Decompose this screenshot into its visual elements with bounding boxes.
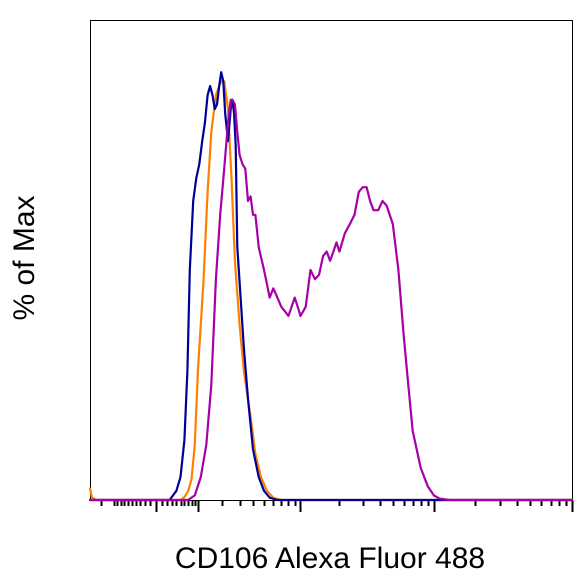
plot-frame (90, 20, 573, 501)
series-line-3 (88, 98, 574, 502)
x-axis-label: CD106 Alexa Fluor 488 (175, 542, 485, 575)
x-axis-ticks (100, 500, 574, 512)
series-group (88, 71, 574, 502)
series-line-2 (88, 71, 574, 502)
y-axis-label: % of Max (8, 195, 41, 320)
series-line-1 (88, 80, 574, 502)
